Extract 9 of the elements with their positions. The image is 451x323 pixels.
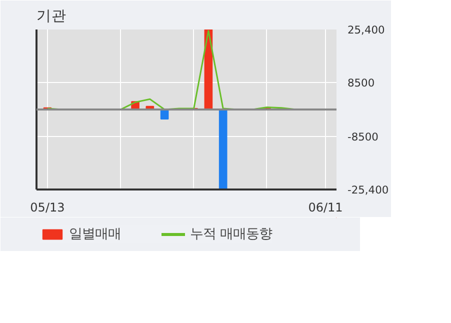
chart-title: 기관: [36, 8, 66, 24]
legend-label: 일별매매: [69, 226, 121, 243]
y-tick-label: -8500: [348, 130, 379, 144]
y-tick-label: 25,400: [348, 24, 386, 36]
y-tick-label: 8500: [348, 76, 375, 90]
x-tick-label: 05/13: [30, 200, 65, 214]
x-tick-label: 06/11: [308, 200, 343, 214]
legend-label: 누적 매매동향: [190, 226, 272, 243]
y-tick-label: -25,400: [348, 184, 389, 196]
